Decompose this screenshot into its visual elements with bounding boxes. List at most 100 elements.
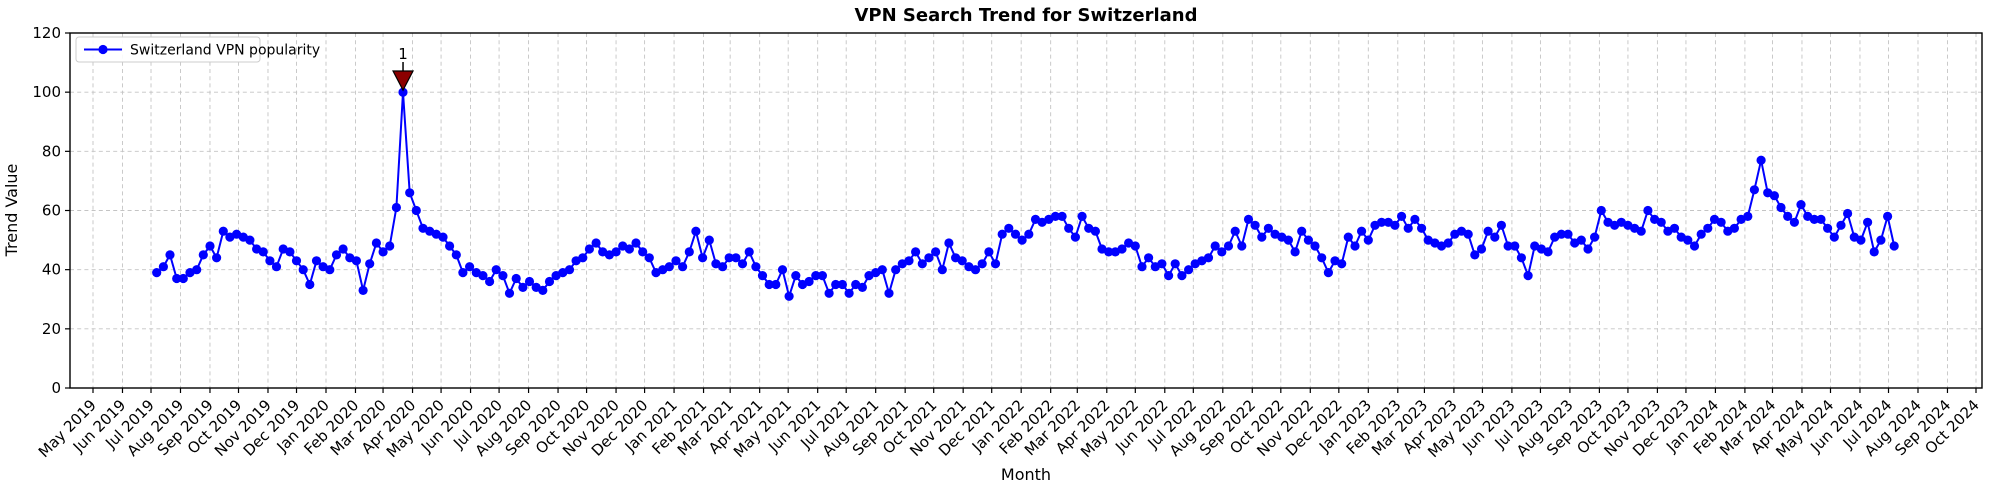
data-point-marker: [1250, 220, 1260, 230]
data-point-marker: [1816, 214, 1826, 224]
data-point-marker: [178, 273, 188, 284]
data-point-marker: [631, 238, 641, 248]
data-point-marker: [465, 262, 475, 272]
data-point-marker: [1310, 241, 1320, 251]
data-point-marker: [891, 265, 901, 275]
data-point-marker: [1703, 223, 1713, 233]
data-point-marker: [458, 268, 468, 278]
data-point-marker: [718, 262, 728, 272]
data-point-marker: [1863, 217, 1873, 227]
data-point-marker: [351, 256, 361, 266]
y-tick-label: 40: [42, 261, 61, 279]
data-point-marker: [764, 279, 774, 290]
data-point-marker: [997, 229, 1007, 239]
data-point-marker: [1689, 241, 1700, 251]
data-point-marker: [1090, 226, 1100, 236]
data-point-marker: [1869, 247, 1879, 257]
data-point-marker: [751, 262, 761, 272]
data-point-marker: [1749, 185, 1759, 195]
data-point-marker: [311, 256, 322, 266]
data-point-marker: [1223, 241, 1234, 251]
data-point-marker: [378, 247, 388, 257]
data-point-marker: [291, 256, 302, 266]
data-point-marker: [1783, 211, 1793, 221]
data-point-marker: [385, 241, 395, 251]
data-point-marker: [990, 259, 1001, 269]
data-point-marker: [1390, 220, 1400, 230]
data-point-marker: [671, 256, 681, 266]
data-point-marker: [411, 205, 421, 216]
data-point-marker: [1230, 226, 1240, 236]
data-point-marker: [504, 288, 515, 298]
data-point-marker: [1137, 262, 1147, 272]
data-point-marker: [578, 253, 588, 263]
annotation-arrow-head: [392, 70, 415, 92]
data-point-marker: [365, 259, 375, 269]
data-point-marker: [984, 247, 994, 257]
data-point-marker: [1483, 226, 1493, 236]
legend: Switzerland VPN popularity: [75, 36, 320, 63]
data-point-marker: [1410, 214, 1420, 224]
data-point-marker: [1377, 217, 1387, 227]
data-point-marker: [1343, 232, 1353, 242]
data-point-marker: [1563, 229, 1573, 239]
data-point-marker: [1876, 235, 1886, 245]
data-point-marker: [271, 262, 282, 272]
data-point-marker: [977, 259, 987, 269]
data-point-marker: [258, 247, 268, 257]
data-point-marker: [737, 259, 748, 269]
trend-line: [156, 91, 1896, 298]
data-point-marker: [824, 288, 834, 298]
data-point-marker: [591, 238, 601, 248]
data-point-marker: [911, 247, 921, 257]
data-point-marker: [498, 271, 508, 281]
data-point-marker: [1643, 205, 1653, 216]
y-tick-label: 120: [32, 24, 61, 42]
data-point-marker: [1337, 259, 1347, 269]
data-point-marker: [678, 262, 688, 272]
data-point-marker: [1809, 214, 1819, 224]
data-point-marker: [1077, 211, 1087, 221]
data-point-marker: [1543, 247, 1553, 257]
data-point-marker: [1283, 235, 1293, 245]
data-point-marker: [704, 235, 714, 245]
data-point-marker: [1363, 235, 1373, 245]
x-axis-label: Month: [1001, 465, 1051, 484]
data-point-marker: [205, 241, 215, 251]
data-point-marker: [777, 265, 788, 275]
data-point-marker: [445, 241, 455, 251]
data-point-marker: [1523, 271, 1533, 281]
data-point-marker: [1417, 223, 1427, 233]
grid-lines: [70, 32, 1982, 389]
data-point-marker: [791, 271, 801, 281]
legend-label: Switzerland VPN popularity: [130, 43, 320, 59]
data-point-marker: [1243, 214, 1254, 224]
data-point-marker: [584, 244, 595, 254]
data-point-marker: [1443, 238, 1453, 248]
data-point-marker: [1516, 253, 1526, 263]
data-point-marker: [1317, 253, 1327, 263]
y-axis-label: Trend Value: [2, 164, 21, 258]
data-point-marker: [731, 253, 741, 263]
data-point-marker: [1576, 235, 1586, 245]
data-point-marker: [1170, 259, 1180, 269]
data-point-marker: [664, 262, 674, 272]
data-point-marker: [917, 259, 927, 269]
data-point-marker: [538, 285, 548, 295]
y-tick-label: 100: [32, 83, 61, 101]
data-point-marker: [970, 265, 981, 275]
data-point-marker: [478, 271, 488, 281]
data-point-marker: [1836, 220, 1846, 230]
data-point-marker: [1070, 232, 1080, 242]
data-point-marker: [1050, 211, 1060, 221]
y-tick-label: 20: [42, 320, 61, 338]
data-point-marker: [844, 288, 854, 298]
data-point-marker: [624, 244, 635, 254]
data-point-marker: [1010, 229, 1021, 239]
data-point-marker: [1463, 229, 1473, 239]
data-point-marker: [152, 268, 162, 278]
legend-box: [75, 36, 261, 63]
data-point-marker: [325, 265, 335, 275]
data-point-marker: [1004, 223, 1014, 233]
